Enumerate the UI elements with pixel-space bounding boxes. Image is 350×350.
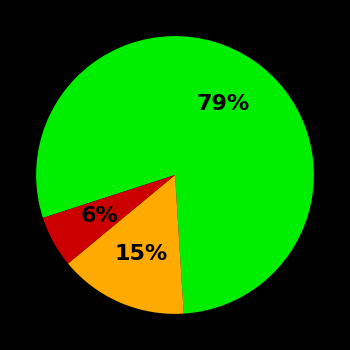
Text: 15%: 15%: [114, 244, 167, 264]
Wedge shape: [43, 175, 175, 264]
Text: 6%: 6%: [80, 206, 119, 226]
Wedge shape: [36, 36, 314, 314]
Text: 79%: 79%: [197, 94, 250, 114]
Wedge shape: [68, 175, 184, 314]
